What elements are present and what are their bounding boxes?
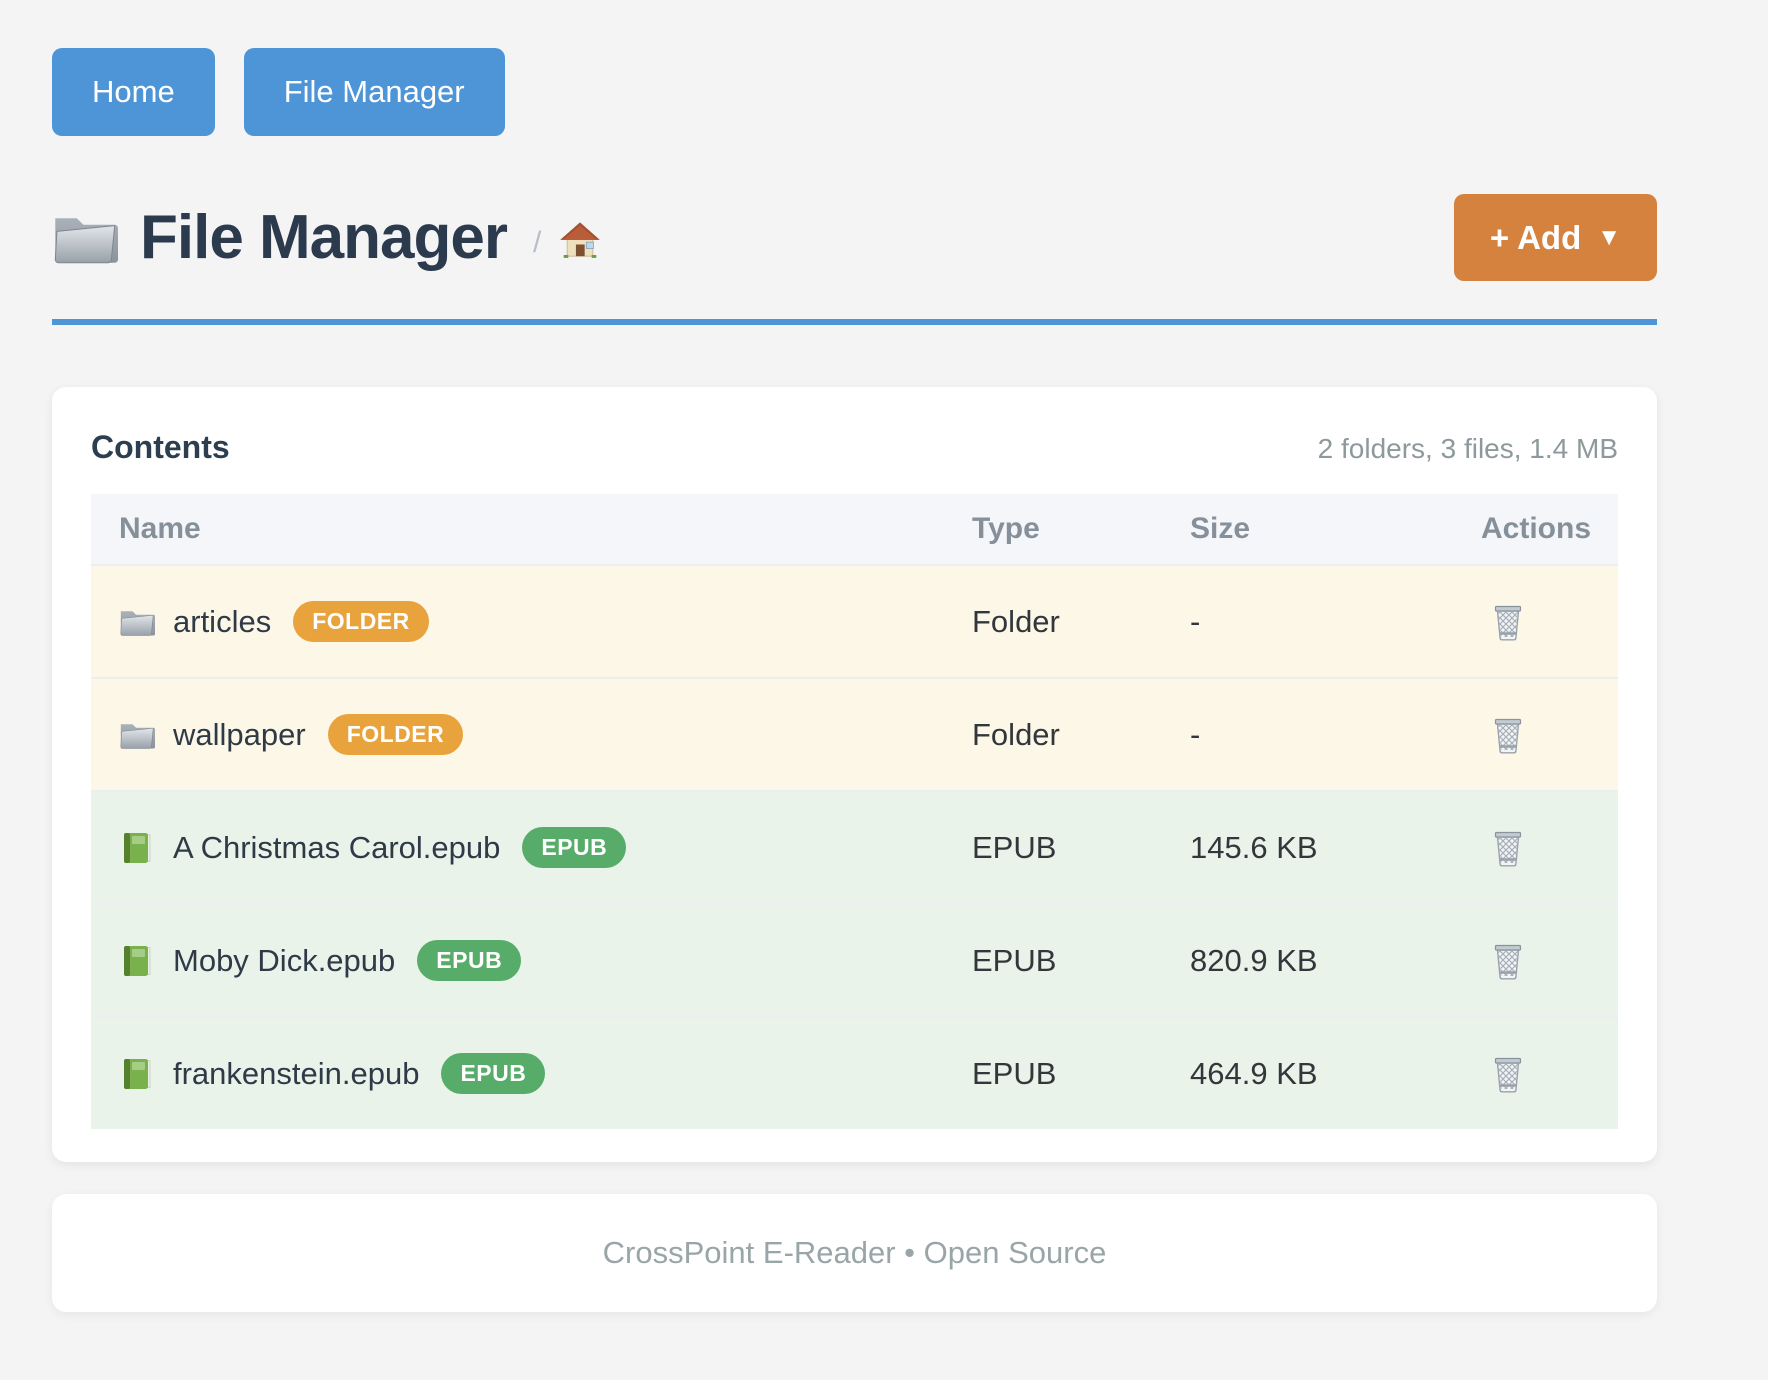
table-body: articles FOLDER Folder - wallpaper xyxy=(91,564,1618,1129)
top-nav: Home File Manager xyxy=(52,48,1657,136)
delete-button[interactable] xyxy=(1487,938,1529,984)
file-name[interactable]: articles xyxy=(173,603,272,639)
column-header-actions: Actions xyxy=(1481,512,1592,545)
book-icon xyxy=(124,945,151,976)
contents-summary: 2 folders, 3 files, 1.4 MB xyxy=(1317,433,1618,464)
trash-icon xyxy=(1494,831,1522,867)
type-badge: EPUB xyxy=(522,827,627,868)
add-button-label: + Add xyxy=(1489,218,1582,256)
trash-icon xyxy=(1494,1057,1522,1093)
size-cell: - xyxy=(1190,603,1201,639)
add-button[interactable]: + Add ▼ xyxy=(1453,194,1657,281)
home-icon[interactable] xyxy=(559,220,601,262)
footer-text: CrossPoint E-Reader • Open Source xyxy=(602,1235,1107,1270)
nav-file-manager-button[interactable]: File Manager xyxy=(243,48,505,136)
caret-down-icon: ▼ xyxy=(1597,223,1621,251)
page-title: File Manager xyxy=(140,202,508,272)
contents-card: Contents 2 folders, 3 files, 1.4 MB Name… xyxy=(52,387,1657,1162)
table-header-row: Name Type Size Actions xyxy=(91,494,1618,564)
type-cell: EPUB xyxy=(972,942,1057,978)
file-table: Name Type Size Actions articles FOLDER F… xyxy=(91,494,1618,1129)
title-group: File Manager / xyxy=(52,202,601,272)
file-name[interactable]: wallpaper xyxy=(173,716,306,752)
page: Home File Manager File Manager / + Add xyxy=(52,48,1657,1312)
folder-icon xyxy=(120,610,155,636)
file-name[interactable]: frankenstein.epub xyxy=(173,1055,420,1091)
nav-home-button[interactable]: Home xyxy=(52,48,215,136)
trash-icon xyxy=(1494,718,1522,754)
type-badge: EPUB xyxy=(417,940,522,981)
column-header-name: Name xyxy=(119,512,201,545)
delete-button[interactable] xyxy=(1487,599,1529,645)
table-row[interactable]: articles FOLDER Folder - xyxy=(91,564,1618,677)
book-icon xyxy=(124,832,151,863)
type-cell: Folder xyxy=(972,716,1060,752)
file-name[interactable]: Moby Dick.epub xyxy=(173,942,396,978)
type-badge: FOLDER xyxy=(327,714,464,755)
table-row[interactable]: frankenstein.epub EPUB EPUB 464.9 KB xyxy=(91,1016,1618,1129)
delete-button[interactable] xyxy=(1487,712,1529,758)
delete-button[interactable] xyxy=(1487,825,1529,871)
type-cell: EPUB xyxy=(972,829,1057,865)
book-icon xyxy=(124,1058,151,1089)
size-cell: 820.9 KB xyxy=(1190,942,1318,978)
title-underline xyxy=(52,319,1657,325)
trash-icon xyxy=(1494,944,1522,980)
size-cell: - xyxy=(1190,716,1201,752)
page-header: File Manager / + Add ▼ xyxy=(52,194,1657,281)
type-cell: EPUB xyxy=(972,1055,1057,1091)
table-row[interactable]: A Christmas Carol.epub EPUB EPUB 145.6 K… xyxy=(91,790,1618,903)
table-row[interactable]: Moby Dick.epub EPUB EPUB 820.9 KB xyxy=(91,903,1618,1016)
footer: CrossPoint E-Reader • Open Source xyxy=(52,1194,1657,1312)
breadcrumb-separator: / xyxy=(533,225,542,259)
card-title: Contents xyxy=(91,429,230,465)
folder-icon xyxy=(120,723,155,749)
type-cell: Folder xyxy=(972,603,1060,639)
size-cell: 145.6 KB xyxy=(1190,829,1318,865)
card-header: Contents 2 folders, 3 files, 1.4 MB xyxy=(91,429,1618,466)
folder-icon xyxy=(54,217,118,263)
table-row[interactable]: wallpaper FOLDER Folder - xyxy=(91,677,1618,790)
type-badge: EPUB xyxy=(441,1053,546,1094)
column-header-size: Size xyxy=(1190,512,1251,545)
size-cell: 464.9 KB xyxy=(1190,1055,1318,1091)
column-header-type: Type xyxy=(972,512,1040,545)
file-name[interactable]: A Christmas Carol.epub xyxy=(173,829,501,865)
type-badge: FOLDER xyxy=(293,601,429,642)
trash-icon xyxy=(1494,605,1522,641)
delete-button[interactable] xyxy=(1487,1051,1529,1097)
